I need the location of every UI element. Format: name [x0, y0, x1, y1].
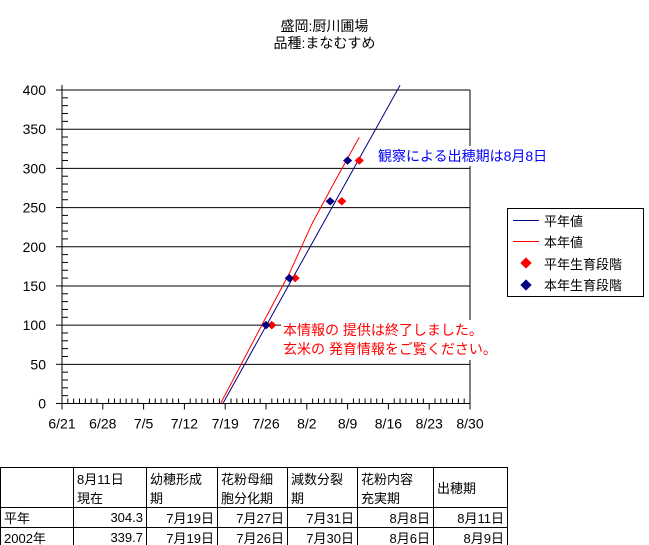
- value-cell: 7月30日: [287, 527, 358, 545]
- header-cell: 花粉内容 充実期: [357, 467, 434, 508]
- header-cell: 幼穂形成 期: [146, 467, 218, 508]
- normal-growth-stage-diamond-icon: [520, 257, 532, 269]
- value-cell: 8月9日: [433, 527, 508, 545]
- current-growth-stage-diamond-icon: [520, 278, 532, 291]
- current-stage-markers-point: [325, 197, 335, 206]
- normal-stage-markers-point: [354, 156, 364, 165]
- header-cell: 8月11日 現在: [73, 467, 147, 508]
- legend-label: 本年生育段階: [544, 278, 623, 294]
- legend-label: 本年値: [544, 235, 584, 251]
- x-tick-label: 8/30: [456, 416, 483, 432]
- y-tick-label: 150: [23, 278, 47, 294]
- legend-item-current-year-value: 本年値: [508, 232, 643, 252]
- value-cell: 339.7: [73, 527, 147, 545]
- current-year-line: [220, 137, 360, 404]
- y-tick-label: 0: [38, 396, 46, 412]
- legend-label: 平年生育段階: [544, 256, 623, 272]
- observed-heading-date-annotation: 観察による出穂期は8月8日: [376, 146, 550, 166]
- value-cell: 8月8日: [357, 507, 434, 528]
- legend-item-normal-growth-stage: 平年生育段階: [508, 253, 643, 273]
- header-cell: 出穂期: [433, 467, 508, 508]
- x-tick-label: 7/19: [212, 416, 239, 432]
- x-tick-label: 6/28: [89, 416, 116, 432]
- current-year-value-line-sample-icon: [513, 241, 539, 243]
- header-cell: 減数分裂 期: [287, 467, 358, 508]
- value-cell: 7月19日: [146, 527, 218, 545]
- row-label-cell: 2002年: [0, 527, 74, 545]
- legend-item-normal-year-value: 平年値: [508, 210, 643, 230]
- service-ended-annotation: 本情報の 提供は終了しました。 玄米の 発育情報をご覧ください。: [281, 320, 499, 360]
- y-tick-label: 300: [23, 160, 47, 176]
- x-tick-label: 8/9: [338, 416, 358, 432]
- growth-stage-table: 8月11日 現在 幼穂形成 期花粉母細 胞分化期 減数分裂 期花粉内容 充実期 出穂期…: [0, 467, 508, 545]
- legend-item-current-growth-stage: 本年生育段階: [508, 275, 643, 295]
- x-tick-label: 8/16: [375, 416, 402, 432]
- value-cell: 8月6日: [357, 527, 434, 545]
- x-tick-label: 6/21: [48, 416, 75, 432]
- y-tick-label: 400: [23, 82, 47, 98]
- table-row: 平年 304.3 7月19日 7月27日 7月31日 8月8日 8月11日: [0, 507, 508, 528]
- y-tick-label: 50: [30, 356, 46, 372]
- service-ended-line2: 玄米の 発育情報をご覧ください。: [283, 341, 497, 357]
- value-cell: 304.3: [73, 507, 147, 528]
- x-tick-label: 7/26: [252, 416, 279, 432]
- x-tick-label: 7/12: [171, 416, 198, 432]
- value-cell: 8月11日: [433, 507, 508, 528]
- current-stage-markers-point: [343, 156, 353, 165]
- title-variety-line: 品種:まなむすめ: [273, 35, 376, 51]
- header-cell: 花粉母細 胞分化期: [217, 467, 288, 508]
- table-header-row: 8月11日 現在 幼穂形成 期花粉母細 胞分化期 減数分裂 期花粉内容 充実期 出穂期: [0, 467, 508, 508]
- y-tick-label: 200: [23, 239, 47, 255]
- title-field-line: 盛岡:厨川圃場: [280, 18, 369, 34]
- chart-title: 盛岡:厨川圃場 品種:まなむすめ: [0, 18, 649, 52]
- value-cell: 7月26日: [217, 527, 288, 545]
- x-tick-label: 8/2: [297, 416, 317, 432]
- normal-year-line: [222, 85, 401, 404]
- row-label-cell: 平年: [0, 507, 74, 528]
- table-row: 2002年 339.7 7月19日 7月26日 7月30日 8月6日 8月9日: [0, 527, 508, 545]
- header-cell: [0, 467, 74, 508]
- legend: 平年値本年値平年生育段階 本年生育段階: [507, 208, 644, 297]
- legend-label: 平年値: [544, 213, 584, 229]
- normal-stage-markers-point: [337, 197, 347, 206]
- value-cell: 7月19日: [146, 507, 218, 528]
- value-cell: 7月27日: [217, 507, 288, 528]
- y-tick-label: 250: [23, 200, 47, 216]
- x-tick-label: 8/23: [416, 416, 443, 432]
- normal-stage-markers-point: [290, 273, 300, 283]
- value-cell: 7月31日: [287, 507, 358, 528]
- y-tick-label: 350: [23, 121, 47, 137]
- x-tick-label: 7/5: [134, 416, 154, 432]
- service-ended-line1: 本情報の 提供は終了しました。: [283, 322, 483, 338]
- current-stage-markers-point: [261, 320, 271, 330]
- y-tick-label: 100: [23, 317, 47, 333]
- normal-stage-markers-point: [267, 320, 277, 330]
- current-stage-markers-point: [284, 273, 294, 283]
- normal-year-value-line-sample-icon: [513, 219, 539, 221]
